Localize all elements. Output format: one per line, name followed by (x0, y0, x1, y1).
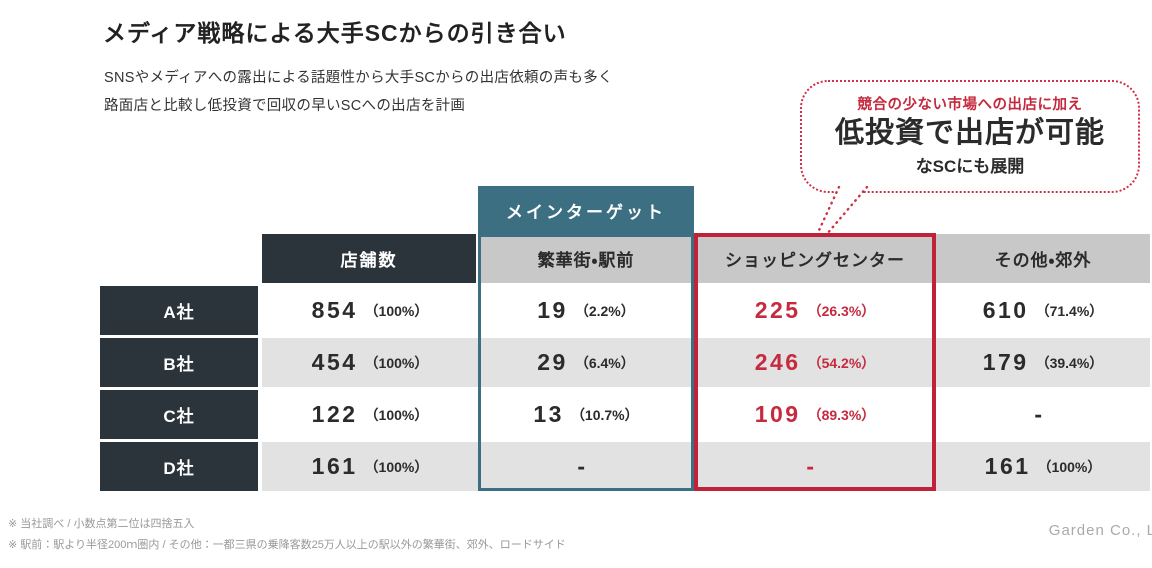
cell-d-total: 161 （100%） (311, 453, 429, 479)
cell-b-downtown: 29 （6.4%） (537, 349, 635, 375)
callout-line-3: なSCにも展開 (915, 157, 1025, 176)
row-label-company-b: B社 (100, 338, 258, 387)
table-row: 161 （100%） - - 161 （100%） (262, 442, 1150, 491)
column-header-shopping-center: ショッピングセンター (694, 234, 936, 283)
cell-a-total: 854 （100%） (311, 297, 429, 323)
cell-d-other: 161 （100%） (984, 453, 1102, 479)
cell-c-downtown: 13 （10.7%） (533, 401, 639, 427)
cell-c-other: - (1034, 401, 1045, 427)
cell-c-total: 122 （100%） (311, 401, 429, 427)
callout-bubble: 競合の少ない市場への出店に加え 低投資で出店が可能 なSCにも展開 (800, 80, 1140, 193)
company-credit: Garden Co., L (1048, 522, 1152, 539)
subtitle-line-2: 路面店と比較し低投資で回収の早いSCへの出店を計画 (104, 98, 466, 114)
cell-b-total: 454 （100%） (311, 349, 429, 375)
footnotes: ※ 当社調べ / 小数点第二位は四捨五入 ※ 駅前：駅より半径200ｍ圏内 / … (8, 514, 566, 556)
subtitle: SNSやメディアへの露出による話題性から大手SCからの出店依頼の声も多く 路面店… (104, 64, 613, 120)
table-row: 454 （100%） 29 （6.4%） 246 （54.2%） 179 （39.4%） (262, 338, 1150, 387)
callout-line-2: 低投資で出店が可能 (834, 117, 1105, 149)
cell-b-other: 179 （39.4%） (982, 349, 1104, 375)
page-title: メディア戦略による大手SCからの引き合い (103, 20, 567, 46)
column-header-downtown-station: 繁華街・駅前 (478, 234, 694, 283)
table-row: 854 （100%） 19 （2.2%） 225 （26.3%） 610 （71.4%） (262, 286, 1150, 335)
row-label-company-d: D社 (100, 442, 258, 491)
cell-c-shopping-center: 109 （89.3%） (754, 401, 876, 427)
cell-a-downtown: 19 （2.2%） (537, 297, 635, 323)
row-label-company-c: C社 (100, 390, 258, 439)
footnote-1: ※ 当社調べ / 小数点第二位は四捨五入 (8, 518, 195, 530)
cell-a-other: 610 （71.4%） (982, 297, 1104, 323)
cell-a-shopping-center: 225 （26.3%） (754, 297, 876, 323)
column-header-other-suburb: その他・郊外 (936, 234, 1150, 283)
cell-b-shopping-center: 246 （54.2%） (754, 349, 876, 375)
callout-line-1: 競合の少ない市場への出店に加え (857, 97, 1083, 113)
cell-d-downtown: - (577, 453, 588, 479)
row-label-company-a: A社 (100, 286, 258, 335)
subtitle-line-1: SNSやメディアへの露出による話題性から大手SCからの出店依頼の声も多く (104, 70, 613, 86)
main-target-tab: メインターゲット (478, 186, 694, 234)
footnote-2: ※ 駅前：駅より半径200ｍ圏内 / その他：一都三県の乗降客数25万人以上の駅… (8, 539, 566, 551)
table-row: 122 （100%） 13 （10.7%） 109 （89.3%） - (262, 390, 1150, 439)
cell-d-shopping-center: - (806, 453, 817, 479)
column-header-store-count: 店舗数 (262, 234, 476, 283)
